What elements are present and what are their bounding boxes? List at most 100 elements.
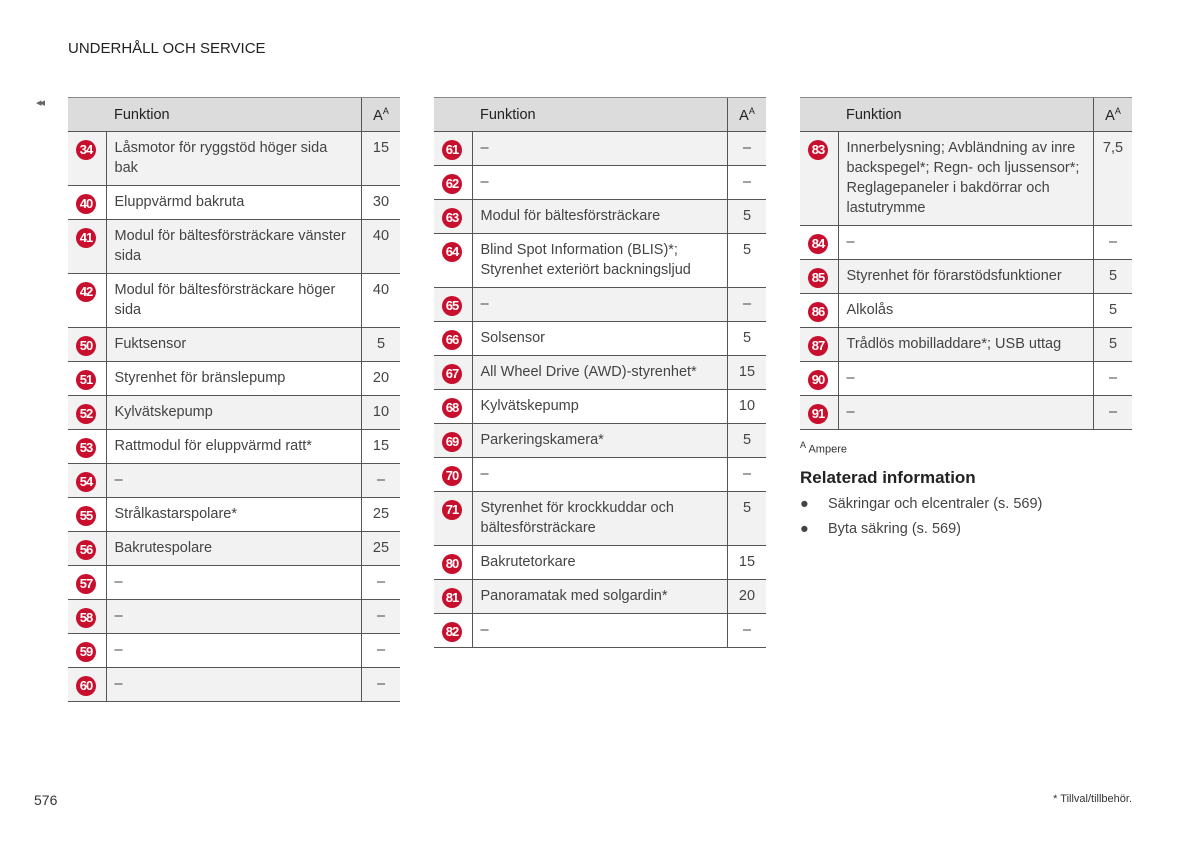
ampere-cell: –	[361, 463, 400, 498]
ampere-cell: –	[361, 633, 400, 668]
function-cell: –	[105, 633, 362, 668]
ampere-cell: 5	[727, 321, 766, 356]
fuse-number-cell: 87	[800, 327, 838, 362]
table-row: 71 Styrenhet för krockkuddar och bältesfö…	[434, 491, 766, 546]
fuse-number-cell: 68	[434, 389, 472, 424]
fuse-number-badge: 53	[76, 438, 96, 458]
fuse-table-3: Funktion AA 83 Innerbelysning; Avbländning …	[800, 97, 1132, 430]
fuse-number-badge: 59	[76, 642, 96, 662]
table-row: 67 All Wheel Drive (AWD)-styrenhet* 15	[434, 355, 766, 390]
fuse-number-cell: 63	[434, 199, 472, 234]
footnote: A Ampere	[800, 440, 847, 456]
ampere-cell: 5	[727, 233, 766, 288]
table-row: 40 Eluppvärmd bakruta 30	[68, 185, 400, 220]
fuse-number-badge: 80	[442, 554, 462, 574]
related-link-text[interactable]: Byta säkring (s. 569)	[828, 521, 961, 537]
ampere-cell: –	[361, 599, 400, 634]
ampere-cell: 10	[727, 389, 766, 424]
related-link[interactable]: ● Säkringar och elcentraler (s. 569)	[800, 492, 1140, 517]
fuse-number-cell: 83	[800, 131, 838, 226]
function-header: Funktion	[106, 97, 362, 132]
back-icon[interactable]: ◂◂	[36, 97, 45, 109]
table-header-row: Funktion AA	[68, 97, 400, 132]
fuse-number-cell: 61	[434, 131, 472, 166]
ampere-cell: 30	[361, 185, 400, 220]
function-cell: Bakrutespolare	[105, 531, 362, 566]
fuse-number-cell: 84	[800, 225, 838, 260]
function-cell: Låsmotor för ryggstöd höger sida bak	[105, 131, 362, 186]
related-link-text[interactable]: Säkringar och elcentraler (s. 569)	[828, 496, 1043, 512]
footnote-mark: A	[800, 440, 807, 450]
fuse-number-badge: 70	[442, 466, 462, 486]
table-row: 60– –	[68, 667, 400, 702]
table-row: 61– –	[434, 131, 766, 166]
table-row: 34 Låsmotor för ryggstöd höger sida bak 15	[68, 131, 400, 186]
table-row: 87 Trådlös mobilladdare*; USB uttag 5	[800, 327, 1132, 362]
ampere-cell: 5	[1093, 293, 1132, 328]
ampere-header: AA	[727, 97, 766, 132]
optional-note: * Tillval/tillbehör.	[1053, 793, 1132, 805]
table-row: 52 Kylvätskepump 10	[68, 395, 400, 430]
fuse-table-2: Funktion AA 61– –62– –63 Modul för bältesförs…	[434, 97, 766, 648]
ampere-cell: 40	[361, 219, 400, 274]
fuse-number-badge: 82	[442, 622, 462, 642]
ampere-cell: –	[727, 287, 766, 322]
table-row: 68 Kylvätskepump 10	[434, 389, 766, 424]
fuse-number-cell: 41	[68, 219, 106, 274]
function-cell: Rattmodul för eluppvärmd ratt*	[105, 429, 362, 464]
ampere-cell: 5	[727, 199, 766, 234]
fuse-number-badge: 69	[442, 432, 462, 452]
fuse-number-badge: 64	[442, 242, 462, 262]
fuse-number-cell: 65	[434, 287, 472, 322]
fuse-number-badge: 40	[76, 194, 96, 214]
ampere-note: A	[382, 105, 389, 116]
fuse-number-badge: 60	[76, 676, 96, 696]
fuse-number-cell: 59	[68, 633, 106, 668]
function-cell: –	[471, 165, 728, 200]
table-row: 62– –	[434, 165, 766, 200]
fuse-number-badge: 85	[808, 268, 828, 288]
ampere-cell: 5	[361, 327, 400, 362]
function-cell: –	[105, 463, 362, 498]
table-row: 63 Modul för bältesförsträckare 5	[434, 199, 766, 234]
fuse-number-badge: 50	[76, 336, 96, 356]
function-cell: –	[471, 613, 728, 648]
function-cell: –	[471, 287, 728, 322]
fuse-number-badge: 51	[76, 370, 96, 390]
table-header-row: Funktion AA	[800, 97, 1132, 132]
related-title: Relaterad information	[800, 468, 976, 487]
fuse-number-badge: 84	[808, 234, 828, 254]
fuse-number-badge: 63	[442, 208, 462, 228]
fuse-number-badge: 83	[808, 140, 828, 160]
table-row: 84– –	[800, 225, 1132, 260]
table-row: 42 Modul för bältesförsträckare höger sid…	[68, 273, 400, 328]
fuse-number-cell: 81	[434, 579, 472, 614]
fuse-number-badge: 66	[442, 330, 462, 350]
ampere-cell: –	[727, 131, 766, 166]
function-cell: Blind Spot Information (BLIS)*; Styrenhe…	[471, 233, 728, 288]
fuse-number-cell: 91	[800, 395, 838, 430]
table-row: 64 Blind Spot Information (BLIS)*; Styren…	[434, 233, 766, 288]
related-information: Relaterad information ● Säkringar och elc…	[800, 468, 1140, 542]
ampere-cell: 5	[1093, 327, 1132, 362]
fuse-number-badge: 81	[442, 588, 462, 608]
ampere-label: A	[739, 107, 749, 124]
ampere-cell: 20	[727, 579, 766, 614]
ampere-cell: 5	[727, 491, 766, 546]
function-cell: Alkolås	[837, 293, 1094, 328]
related-link[interactable]: ● Byta säkring (s. 569)	[800, 517, 1140, 542]
function-cell: Styrenhet för krockkuddar och bältesförs…	[471, 491, 728, 546]
table-row: 90– –	[800, 361, 1132, 396]
function-header: Funktion	[472, 97, 728, 132]
ampere-cell: –	[361, 667, 400, 702]
ampere-note: A	[1114, 105, 1121, 116]
function-cell: Trådlös mobilladdare*; USB uttag	[837, 327, 1094, 362]
table-row: 66 Solsensor 5	[434, 321, 766, 356]
fuse-number-cell: 60	[68, 667, 106, 702]
ampere-cell: –	[727, 165, 766, 200]
table-header-row: Funktion AA	[434, 97, 766, 132]
page-number: 576	[34, 792, 58, 808]
fuse-number-badge: 91	[808, 404, 828, 424]
function-cell: Kylvätskepump	[471, 389, 728, 424]
